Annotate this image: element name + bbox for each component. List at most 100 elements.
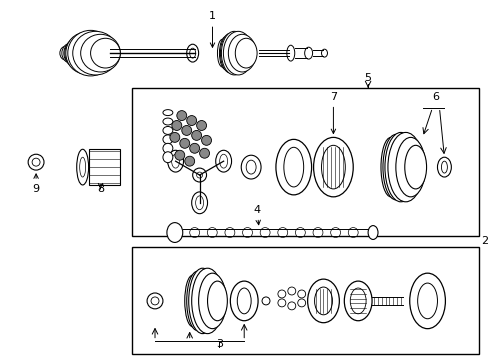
Circle shape xyxy=(175,150,184,160)
Bar xyxy=(88,149,120,185)
Circle shape xyxy=(207,228,217,238)
Ellipse shape xyxy=(184,275,200,327)
Ellipse shape xyxy=(409,273,445,329)
Ellipse shape xyxy=(77,149,88,185)
Ellipse shape xyxy=(384,132,416,202)
Circle shape xyxy=(277,290,285,298)
Ellipse shape xyxy=(349,288,366,314)
Circle shape xyxy=(347,228,357,238)
Circle shape xyxy=(312,228,322,238)
Ellipse shape xyxy=(163,143,172,153)
Bar xyxy=(132,88,478,237)
Ellipse shape xyxy=(275,139,311,195)
Ellipse shape xyxy=(64,40,87,66)
Text: 8: 8 xyxy=(97,183,104,194)
Ellipse shape xyxy=(73,31,118,75)
Ellipse shape xyxy=(313,138,352,197)
Ellipse shape xyxy=(344,281,371,321)
Ellipse shape xyxy=(230,281,258,321)
Circle shape xyxy=(189,143,199,153)
Circle shape xyxy=(297,299,305,307)
Circle shape xyxy=(182,126,191,135)
Ellipse shape xyxy=(195,196,203,210)
Ellipse shape xyxy=(186,271,208,330)
Ellipse shape xyxy=(283,147,303,187)
Circle shape xyxy=(191,130,201,140)
Text: 9: 9 xyxy=(32,174,40,194)
Ellipse shape xyxy=(314,287,332,315)
Circle shape xyxy=(330,228,340,238)
Circle shape xyxy=(277,228,287,238)
Ellipse shape xyxy=(286,45,294,61)
Ellipse shape xyxy=(221,31,246,75)
Ellipse shape xyxy=(163,126,172,134)
Ellipse shape xyxy=(387,132,423,202)
Ellipse shape xyxy=(219,36,233,70)
Circle shape xyxy=(199,148,209,158)
Ellipse shape xyxy=(68,30,113,76)
Ellipse shape xyxy=(81,34,120,72)
Bar xyxy=(132,247,478,355)
Ellipse shape xyxy=(167,150,183,172)
Ellipse shape xyxy=(163,135,172,144)
Ellipse shape xyxy=(228,34,256,72)
Ellipse shape xyxy=(66,32,105,74)
Circle shape xyxy=(287,287,295,295)
Ellipse shape xyxy=(65,36,96,70)
Ellipse shape xyxy=(321,145,345,189)
Circle shape xyxy=(189,228,199,238)
Ellipse shape xyxy=(437,157,450,177)
Ellipse shape xyxy=(60,46,72,60)
Circle shape xyxy=(196,172,202,178)
Ellipse shape xyxy=(215,150,231,172)
Ellipse shape xyxy=(61,43,80,63)
Circle shape xyxy=(224,228,234,238)
Text: 4: 4 xyxy=(253,205,260,225)
Ellipse shape xyxy=(382,134,408,200)
Ellipse shape xyxy=(166,222,183,242)
Circle shape xyxy=(171,121,182,130)
Ellipse shape xyxy=(189,48,195,58)
Ellipse shape xyxy=(171,154,179,168)
Ellipse shape xyxy=(80,157,85,177)
Circle shape xyxy=(196,121,206,130)
Text: 2: 2 xyxy=(481,237,488,247)
Circle shape xyxy=(28,154,44,170)
Ellipse shape xyxy=(219,154,227,168)
Ellipse shape xyxy=(307,279,339,323)
Ellipse shape xyxy=(90,38,120,68)
Ellipse shape xyxy=(321,49,327,57)
Circle shape xyxy=(262,297,269,305)
Ellipse shape xyxy=(223,31,253,75)
Text: 7: 7 xyxy=(329,92,336,134)
Ellipse shape xyxy=(217,39,227,67)
Ellipse shape xyxy=(186,44,198,62)
Circle shape xyxy=(32,158,40,166)
Circle shape xyxy=(201,135,211,145)
Ellipse shape xyxy=(235,38,257,68)
Ellipse shape xyxy=(304,47,312,59)
Ellipse shape xyxy=(191,192,207,214)
Ellipse shape xyxy=(395,138,425,197)
Circle shape xyxy=(147,293,163,309)
Ellipse shape xyxy=(441,161,447,173)
Ellipse shape xyxy=(163,152,172,163)
Ellipse shape xyxy=(241,155,261,179)
Ellipse shape xyxy=(245,160,256,174)
Circle shape xyxy=(177,111,186,121)
Circle shape xyxy=(169,132,180,142)
Ellipse shape xyxy=(404,145,426,189)
Text: 5: 5 xyxy=(364,73,371,83)
Ellipse shape xyxy=(367,226,377,239)
Ellipse shape xyxy=(163,110,172,116)
Ellipse shape xyxy=(207,281,227,321)
Circle shape xyxy=(277,299,285,307)
Text: 6: 6 xyxy=(431,92,438,102)
Text: 3: 3 xyxy=(216,338,223,348)
Circle shape xyxy=(287,302,295,310)
Ellipse shape xyxy=(198,273,226,329)
Ellipse shape xyxy=(188,268,216,334)
Circle shape xyxy=(151,297,159,305)
Ellipse shape xyxy=(417,283,437,319)
Text: 1: 1 xyxy=(208,12,216,47)
